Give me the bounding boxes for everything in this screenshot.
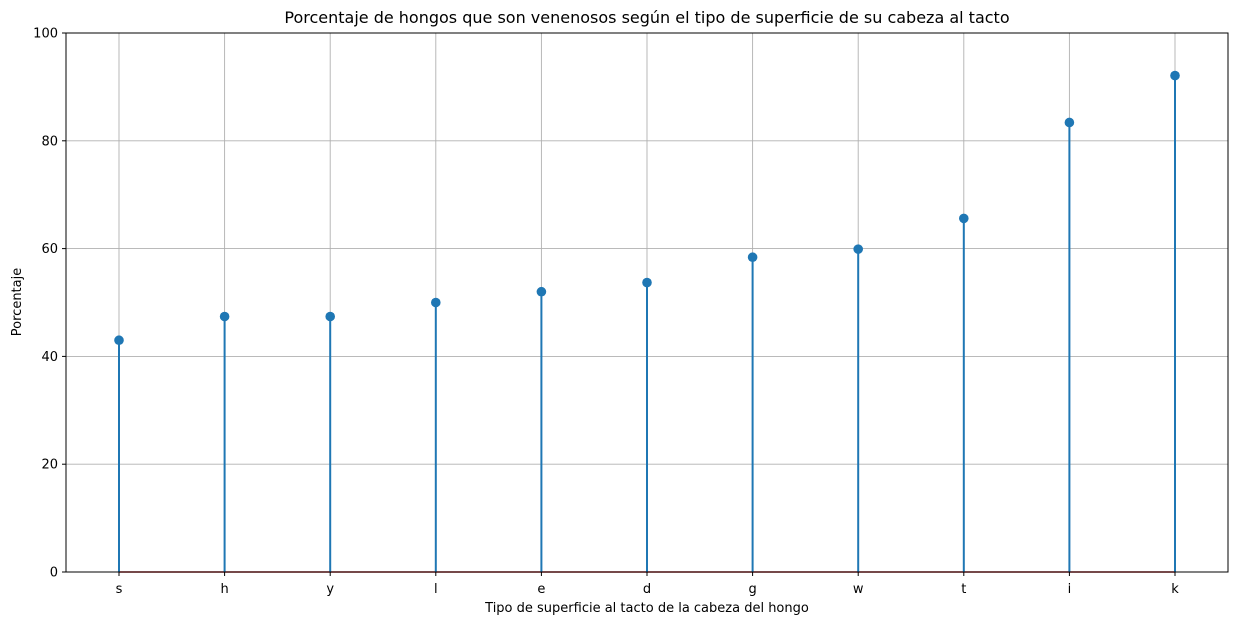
x-axis-label: Tipo de superficie al tacto de la cabeza… bbox=[484, 601, 809, 616]
x-tick-label-d: d bbox=[643, 582, 651, 597]
y-axis-label: Porcentaje bbox=[10, 268, 25, 336]
x-tick-label-w: w bbox=[853, 582, 864, 597]
y-tick-label: 60 bbox=[41, 242, 58, 257]
x-tick-label-i: i bbox=[1068, 582, 1072, 597]
x-tick-label-y: y bbox=[326, 582, 334, 597]
x-tick-label-h: h bbox=[220, 582, 228, 597]
marker-y bbox=[325, 311, 336, 322]
stems bbox=[118, 75, 1176, 572]
marker-k bbox=[1170, 70, 1180, 81]
y-tick-label: 100 bbox=[33, 27, 58, 42]
marker-e bbox=[536, 286, 547, 297]
x-tick-label-e: e bbox=[537, 582, 545, 597]
marker-s bbox=[114, 335, 124, 346]
x-tick-label-g: g bbox=[748, 582, 756, 597]
y-tick-label: 20 bbox=[41, 458, 58, 473]
markers bbox=[114, 70, 1180, 346]
y-tick-label: 0 bbox=[50, 566, 58, 581]
y-axis-ticks: 0 20 40 60 80 100 bbox=[33, 27, 66, 581]
marker-w bbox=[853, 244, 863, 254]
marker-t bbox=[959, 213, 969, 224]
marker-g bbox=[747, 252, 758, 263]
marker-i bbox=[1064, 117, 1075, 128]
chart-title: Porcentaje de hongos que son venenosos s… bbox=[284, 8, 1009, 27]
x-tick-label-l: l bbox=[434, 582, 438, 597]
x-tick-label-t: t bbox=[961, 582, 966, 597]
x-tick-label-k: k bbox=[1171, 582, 1179, 597]
marker-h bbox=[219, 311, 230, 322]
x-tick-label-s: s bbox=[116, 582, 123, 597]
y-tick-label: 40 bbox=[41, 350, 58, 365]
y-tick-label: 80 bbox=[41, 134, 58, 149]
marker-d bbox=[642, 277, 652, 288]
marker-l bbox=[431, 297, 441, 308]
